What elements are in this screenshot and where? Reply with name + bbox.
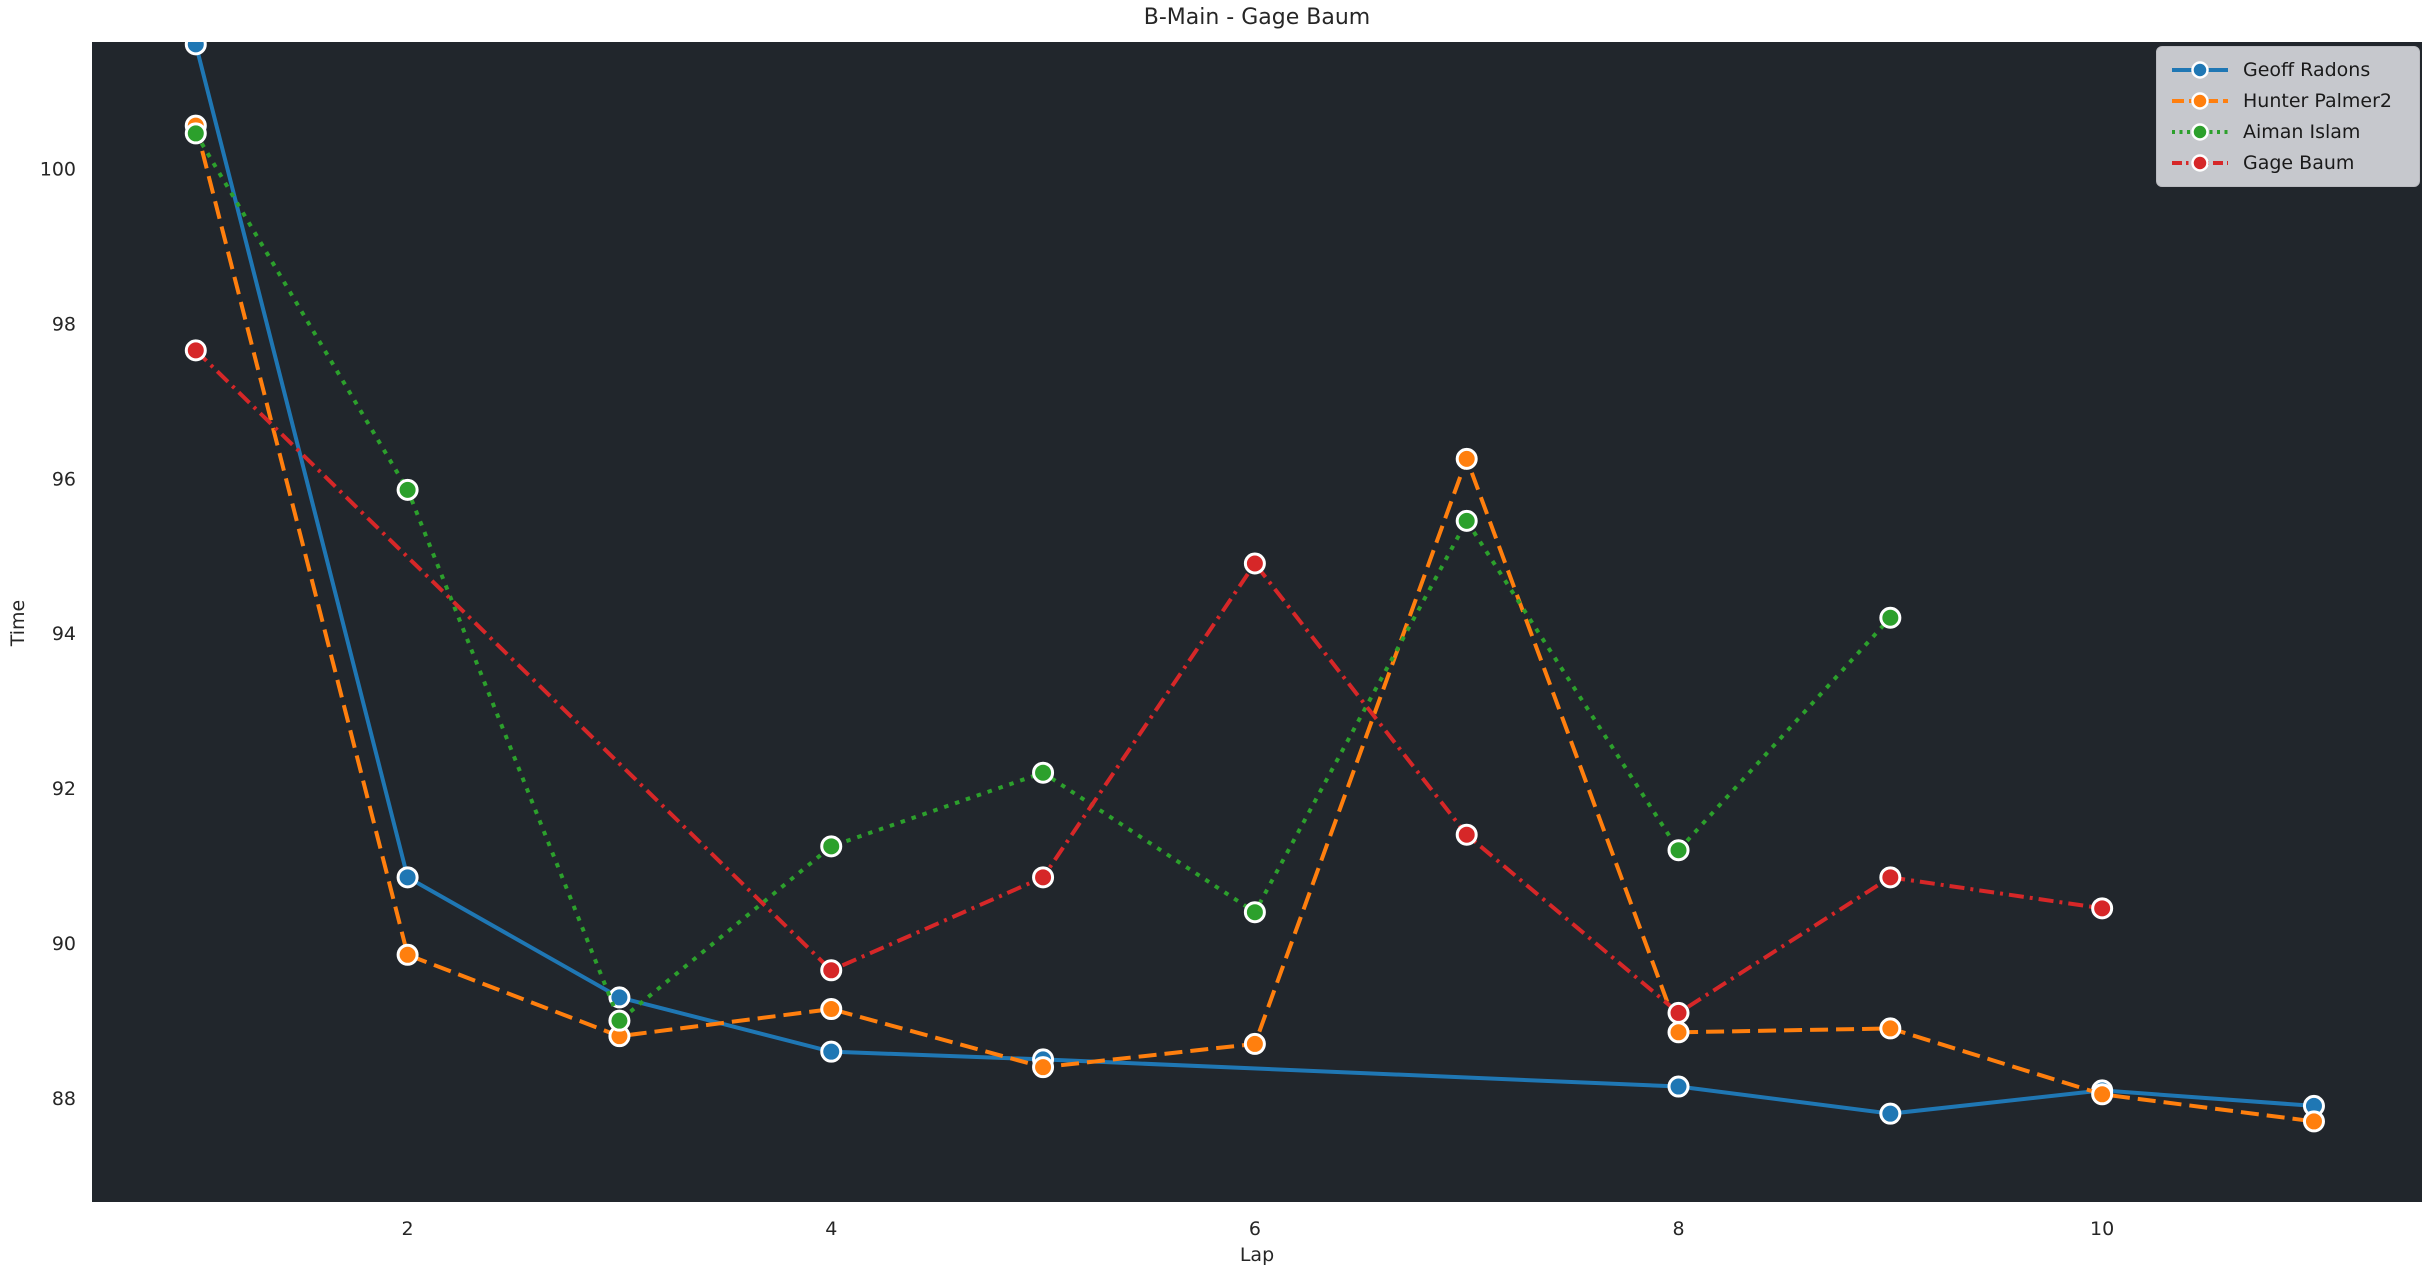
- x-tick-label: 2: [402, 1218, 414, 1240]
- data-point-marker: [820, 1040, 843, 1063]
- series-hunter-palmer2: [184, 114, 2325, 1133]
- data-point-marker: [1032, 866, 1055, 889]
- data-point-marker: [1667, 839, 1690, 862]
- data-point-marker: [1879, 1102, 1902, 1125]
- legend-swatch-icon: [2172, 92, 2228, 110]
- data-point-marker: [820, 835, 843, 858]
- legend-swatch-icon: [2172, 154, 2228, 172]
- y-tick-label: 94: [52, 623, 76, 645]
- data-point-marker: [2091, 1083, 2114, 1106]
- series-gage-baum: [184, 339, 2114, 1024]
- data-point-marker: [1667, 1001, 1690, 1024]
- legend-item-geoff-radons: Geoff Radons: [2169, 56, 2407, 84]
- y-tick-label: 88: [52, 1088, 76, 1110]
- data-point-marker: [184, 339, 207, 362]
- y-tick-label: 96: [52, 468, 76, 490]
- data-point-marker: [2091, 897, 2114, 920]
- y-tick-label: 90: [52, 933, 76, 955]
- legend-item-gage-baum: Gage Baum: [2169, 149, 2407, 177]
- y-tick-label: 98: [52, 313, 76, 335]
- plot-background: [92, 42, 2422, 1202]
- y-tick-label: 100: [40, 158, 76, 180]
- data-point-marker: [1455, 509, 1478, 532]
- chart-title: B-Main - Gage Baum: [1143, 5, 1371, 30]
- data-point-marker: [820, 959, 843, 982]
- data-point-marker: [608, 986, 631, 1009]
- data-point-marker: [1879, 866, 1902, 889]
- x-axis-label: Lap: [1239, 1244, 1275, 1266]
- data-point-marker: [1667, 1021, 1690, 1044]
- series-aiman-islam: [184, 122, 1902, 1032]
- data-point-marker: [184, 122, 207, 145]
- data-point-marker: [1667, 1075, 1690, 1098]
- data-point-marker: [1879, 1017, 1902, 1040]
- x-tick-label: 6: [1249, 1218, 1261, 1240]
- data-point-marker: [1032, 1056, 1055, 1079]
- x-tick-label: 8: [1672, 1218, 1684, 1240]
- data-point-marker: [1879, 606, 1902, 629]
- data-point-marker: [184, 42, 207, 56]
- data-point-marker: [396, 943, 419, 966]
- legend-item-aiman-islam: Aiman Islam: [2169, 118, 2407, 146]
- x-tick-label: 4: [825, 1218, 837, 1240]
- data-point-marker: [1455, 447, 1478, 470]
- data-point-marker: [1032, 761, 1055, 784]
- legend-label: Hunter Palmer2: [2243, 90, 2392, 112]
- legend-swatch-icon: [2172, 61, 2228, 79]
- data-point-marker: [1455, 823, 1478, 846]
- data-point-marker: [1243, 1032, 1266, 1055]
- legend-item-hunter-palmer2: Hunter Palmer2: [2169, 87, 2407, 115]
- legend: Geoff Radons Hunter Palmer2 Aiman Islam Gag…: [2156, 46, 2420, 187]
- legend-swatch-icon: [2172, 123, 2228, 141]
- legend-label: Aiman Islam: [2243, 121, 2361, 143]
- x-tick-label: 10: [2090, 1218, 2114, 1240]
- data-point-marker: [820, 998, 843, 1021]
- data-point-marker: [608, 1009, 631, 1032]
- legend-label: Gage Baum: [2243, 152, 2355, 174]
- data-point-marker: [2302, 1110, 2325, 1133]
- legend-label: Geoff Radons: [2243, 59, 2371, 81]
- data-point-marker: [1243, 901, 1266, 924]
- data-point-marker: [396, 866, 419, 889]
- data-point-marker: [396, 478, 419, 501]
- data-point-marker: [1243, 552, 1266, 575]
- y-tick-label: 92: [52, 778, 76, 800]
